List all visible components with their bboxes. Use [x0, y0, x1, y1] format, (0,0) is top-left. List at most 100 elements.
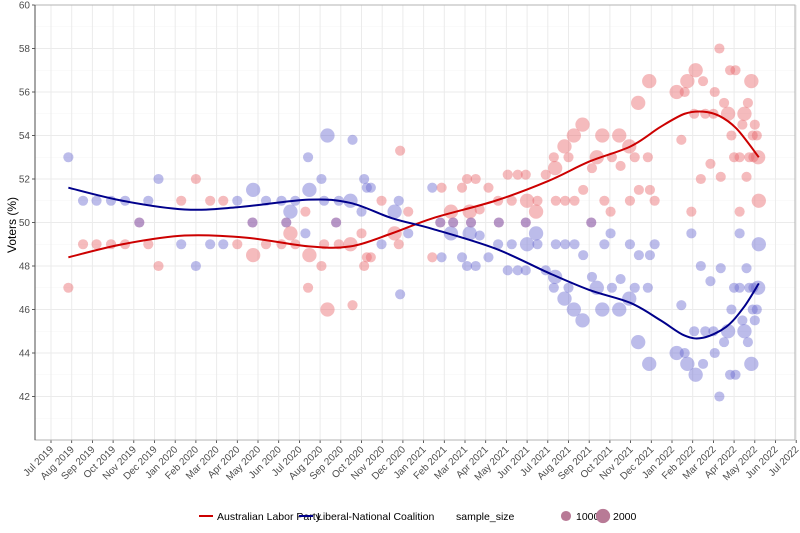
alp-poll-point [519, 193, 535, 208]
lnc-poll-point [506, 239, 517, 250]
y-axis-title: Voters (%) [5, 197, 19, 253]
lnc-poll-point [709, 347, 720, 359]
lnc-poll-point [612, 302, 627, 317]
lnc-poll-point [435, 217, 446, 228]
alp-poll-point [506, 195, 517, 206]
lnc-poll-point [726, 304, 737, 315]
lnc-poll-point [737, 324, 752, 339]
alp-poll-point [260, 239, 272, 250]
alp-poll-point [719, 97, 730, 108]
lnc-poll-point [737, 315, 748, 326]
lnc-poll-point [751, 237, 766, 252]
lnc-poll-point [276, 195, 287, 206]
lnc-poll-point [734, 228, 745, 239]
lnc-poll-point [629, 282, 640, 293]
lnc-poll-point [134, 217, 145, 228]
alp-poll-point [563, 152, 574, 163]
alp-poll-point [747, 130, 758, 141]
lnc-poll-point [474, 230, 485, 241]
lnc-poll-point [528, 226, 544, 241]
lnc-poll-point [642, 282, 653, 293]
alp-poll-point [461, 173, 473, 185]
lnc-poll-point [566, 302, 581, 317]
alp-poll-point [190, 173, 201, 185]
alp-poll-point [316, 260, 327, 272]
lnc-poll-point [190, 260, 201, 272]
alp-poll-point [726, 130, 737, 141]
alp-poll-point [715, 171, 726, 182]
lnc-poll-point [649, 239, 660, 250]
alp-poll-point [276, 239, 287, 250]
gridlines [35, 4, 797, 440]
alp-poll-point [744, 152, 755, 163]
lnc-poll-point [319, 195, 330, 206]
alp-poll-point [737, 119, 748, 130]
alp-poll-point [493, 217, 504, 228]
lnc-poll-point [550, 239, 561, 250]
alp-poll-point [669, 84, 684, 100]
lnc-poll-point [395, 289, 406, 300]
lnc-poll-point [359, 173, 370, 185]
alp-poll-point [300, 206, 311, 217]
lnc-poll-point [470, 260, 481, 272]
lnc-poll-point [520, 265, 531, 276]
lnc-poll-point [697, 358, 709, 369]
y-tick-label: 42 [19, 392, 31, 403]
lnc-poll-point [557, 291, 572, 306]
y-tick-label: 50 [19, 218, 31, 229]
lnc-poll-point [512, 265, 523, 276]
lnc-poll-point [599, 239, 610, 250]
lnc-poll-point [519, 237, 535, 252]
lnc-poll-point [631, 334, 646, 350]
lnc-poll-point [356, 206, 367, 217]
alp-poll-point [343, 237, 358, 252]
alp-poll-point [569, 195, 580, 206]
lnc-poll-point [403, 228, 414, 239]
legend: Australian Labor Party Liberal-National … [199, 508, 637, 524]
alp-poll-point [77, 239, 89, 250]
lnc-poll-point [605, 228, 616, 239]
alp-poll-point [436, 182, 447, 193]
lnc-poll-point [676, 300, 687, 311]
alp-poll-point [612, 128, 627, 143]
lnc-poll-point [302, 182, 317, 198]
alp-poll-point [557, 139, 572, 154]
legend-lnc-label: Liberal-National Coalition [317, 511, 434, 523]
lnc-poll-point [742, 337, 753, 348]
lnc-poll-point [695, 260, 706, 272]
lnc-poll-point [456, 252, 468, 263]
lnc-poll-point [622, 291, 637, 306]
y-tick-label: 52 [19, 175, 31, 186]
y-tick-label: 56 [19, 88, 31, 99]
alp-poll-point [744, 73, 759, 89]
alp-poll-point [578, 184, 589, 195]
alp-poll-point [734, 206, 745, 217]
alp-poll-point [676, 134, 687, 145]
lnc-poll-point [730, 369, 741, 380]
lnc-poll-point [747, 304, 758, 315]
alp-poll-point [742, 97, 753, 108]
alp-poll-point [465, 217, 477, 228]
y-tick-label: 48 [19, 262, 31, 273]
alp-poll-point [560, 195, 571, 206]
alp-poll-point [705, 158, 716, 169]
lnc-poll-point [246, 182, 261, 198]
trend-lines [68, 110, 760, 340]
lnc-poll-point [734, 282, 745, 293]
lnc-poll-point [749, 315, 760, 326]
lnc-poll-point [365, 182, 376, 193]
alp-poll-point [347, 300, 358, 311]
lnc-poll-point [153, 173, 164, 185]
alp-poll-point [714, 43, 725, 54]
lnc-poll-point [725, 369, 736, 380]
alp-poll-point [629, 152, 640, 163]
alp-poll-point [751, 130, 762, 141]
lnc-poll-point [741, 263, 752, 274]
alp-poll-point [642, 73, 657, 89]
legend-size-1000-point [560, 510, 572, 522]
alp-poll-point [680, 73, 695, 89]
alp-poll-point [456, 182, 468, 193]
alp-poll-point [320, 302, 335, 317]
lnc-poll-point [563, 282, 574, 293]
lnc-poll-point [586, 271, 598, 282]
